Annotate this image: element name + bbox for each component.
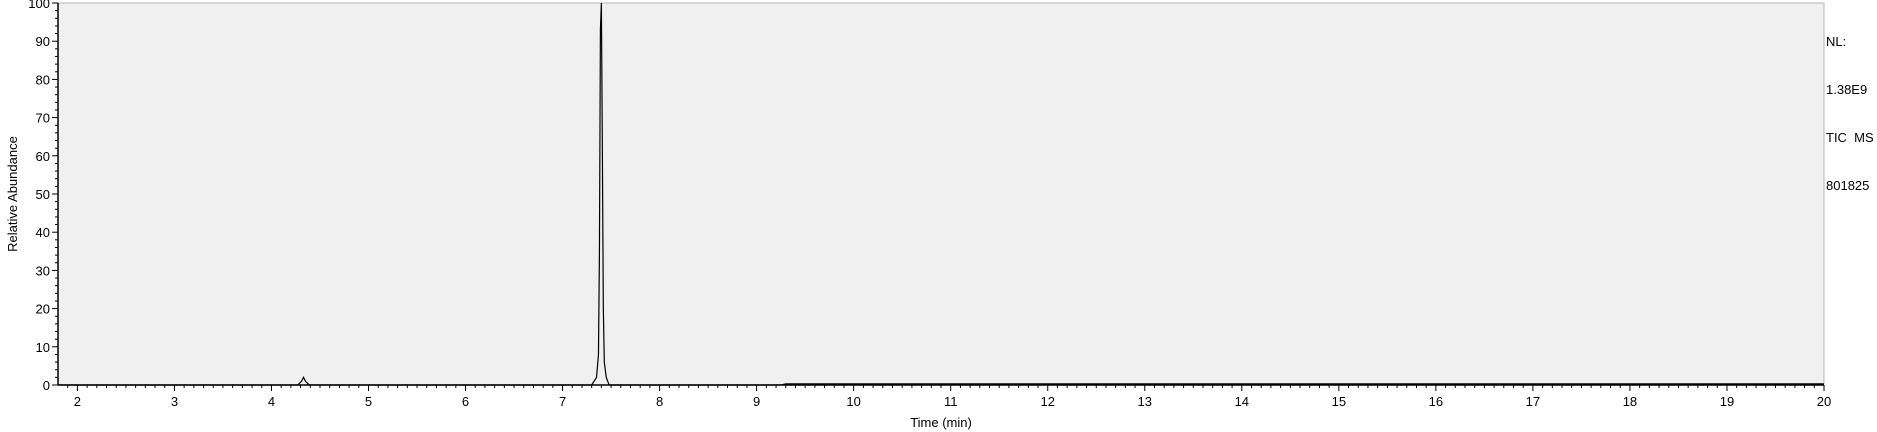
y-tick-label: 0	[43, 378, 50, 393]
x-tick-label: 10	[846, 394, 860, 409]
x-tick-label: 19	[1720, 394, 1734, 409]
x-tick-label: 12	[1041, 394, 1055, 409]
y-tick-label: 100	[28, 0, 50, 11]
y-tick-label: 80	[36, 72, 50, 87]
info-sample-id: 801825	[1826, 178, 1870, 193]
x-tick-label: 5	[365, 394, 372, 409]
x-tick-label: 15	[1332, 394, 1346, 409]
x-tick-label: 3	[171, 394, 178, 409]
x-tick-label: 6	[462, 394, 469, 409]
peak-annotations: 7.40	[589, 0, 614, 1]
x-tick-label: 20	[1817, 394, 1831, 409]
x-tick-label: 11	[944, 394, 958, 409]
peak-label: 7.40	[589, 0, 614, 1]
x-tick-label: 9	[753, 394, 760, 409]
x-tick-label: 18	[1623, 394, 1637, 409]
x-tick-label: 13	[1138, 394, 1152, 409]
x-tick-label: 17	[1526, 394, 1540, 409]
x-axis-ticks: 2 3 4 5 6 7 8 9 10 11 12 13 14 15 16 17 18 19 20	[67, 385, 1831, 409]
x-tick-label: 8	[656, 394, 663, 409]
x-tick-label: 16	[1429, 394, 1443, 409]
y-axis-label: Relative Abundance	[5, 136, 20, 252]
y-tick-label: 10	[36, 340, 50, 355]
y-tick-label: 20	[36, 302, 50, 317]
y-tick-label: 40	[36, 225, 50, 240]
x-tick-label: 7	[559, 394, 566, 409]
x-axis-label: Time (min)	[910, 415, 972, 430]
x-tick-label: 2	[74, 394, 81, 409]
info-panel: NL: 1.38E9 TIC MS 801825	[1826, 2, 1874, 210]
y-tick-label: 60	[36, 149, 50, 164]
info-normalization-label: NL:	[1826, 34, 1847, 49]
x-tick-label: 14	[1235, 394, 1249, 409]
y-tick-label: 70	[36, 111, 50, 126]
y-tick-label: 30	[36, 263, 50, 278]
y-tick-label: 90	[36, 34, 50, 49]
info-normalization-value: 1.38E9	[1826, 82, 1868, 97]
series-line	[58, 2, 1824, 386]
x-tick-label: 4	[268, 394, 275, 409]
y-tick-label: 50	[36, 187, 50, 202]
plot-area	[57, 2, 1825, 386]
y-axis-ticks: 0 10 20 30 40 50 60 70 80 90 100	[28, 0, 58, 393]
info-scan-type: TIC MS	[1826, 130, 1874, 145]
